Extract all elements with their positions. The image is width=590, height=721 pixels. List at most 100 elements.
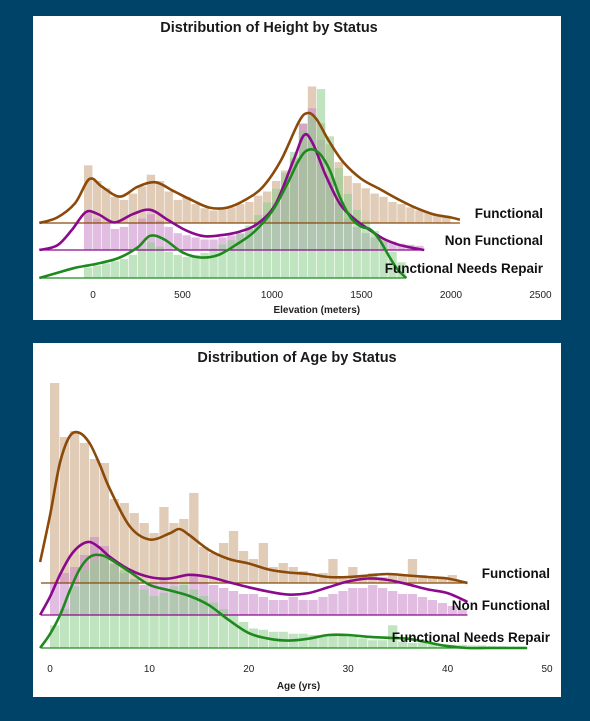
- histogram-bar: [318, 573, 328, 583]
- histogram-bar: [298, 571, 308, 583]
- histogram-bar: [209, 602, 219, 648]
- histogram-bar: [258, 597, 268, 615]
- histogram-bar: [397, 204, 406, 223]
- histogram-bar: [338, 577, 348, 583]
- histogram-bar: [236, 233, 245, 278]
- histogram-bar: [268, 600, 278, 615]
- histogram-bar: [437, 603, 447, 615]
- x-tick-label: 50: [541, 664, 553, 675]
- kde-curve-functional-needs-repair: [38, 148, 408, 280]
- histogram-bar: [325, 136, 334, 279]
- histogram-bar: [238, 594, 249, 615]
- histogram-bar: [137, 218, 147, 250]
- histogram-bar: [368, 640, 378, 648]
- histogram-bar: [191, 254, 200, 278]
- histogram-bar: [328, 594, 338, 615]
- histogram-bar: [406, 207, 415, 224]
- histogram-bar: [427, 577, 437, 583]
- histogram-bar: [352, 183, 361, 223]
- x-tick-label: 2500: [529, 290, 552, 301]
- age-chart: Distribution of Age by Status Functional N…: [38, 350, 553, 692]
- histogram-bar: [227, 207, 236, 224]
- histogram-bar: [50, 582, 60, 615]
- histogram-bar: [109, 563, 119, 648]
- histogram-bar: [467, 645, 477, 648]
- histogram-bar: [236, 204, 245, 223]
- histogram-bar: [358, 588, 368, 615]
- series-label-functional: Functional: [482, 566, 550, 581]
- histogram-bar: [417, 597, 428, 615]
- histogram-functional: [50, 383, 467, 583]
- histogram-bar: [348, 567, 358, 583]
- histogram-bar: [407, 594, 418, 615]
- histogram-bar: [248, 628, 259, 648]
- histogram-bar: [155, 220, 165, 250]
- kde-curve-functional: [38, 111, 461, 225]
- histogram-bar: [155, 246, 165, 278]
- histogram-bar: [110, 196, 120, 224]
- histogram-bar: [358, 638, 368, 649]
- histogram-bar: [179, 519, 189, 583]
- histogram-bar: [238, 551, 249, 583]
- series-label-functional: Functional: [475, 206, 543, 221]
- histogram-bar: [308, 635, 318, 648]
- histogram-bar: [379, 196, 388, 224]
- histogram-bar: [99, 557, 109, 648]
- histogram-bar: [219, 609, 229, 648]
- x-tick-label: 1000: [261, 290, 284, 301]
- histogram-bar: [129, 579, 139, 649]
- histogram-bar: [164, 251, 173, 279]
- histogram-bar: [318, 635, 328, 648]
- histogram-bar: [119, 226, 129, 250]
- histogram-bar: [137, 248, 147, 278]
- histogram-bar: [119, 259, 129, 278]
- histogram-bar: [169, 523, 179, 583]
- histogram-bar: [169, 586, 179, 649]
- kde-curve-functional: [38, 430, 468, 585]
- kde-curve-functional-needs-repair: [39, 553, 528, 650]
- histogram-bar: [415, 210, 424, 223]
- histogram-bar: [318, 597, 328, 615]
- histogram-bar: [328, 635, 338, 648]
- histogram-bar: [388, 573, 398, 583]
- histogram-bar: [268, 567, 278, 583]
- histogram-bar: [102, 223, 111, 251]
- histogram-bar: [437, 579, 447, 583]
- histogram-bar: [149, 533, 159, 583]
- histogram-bar: [308, 575, 318, 583]
- histogram-bar: [397, 262, 406, 279]
- histogram-bar: [245, 202, 254, 223]
- histogram-bar: [248, 559, 259, 583]
- histogram-bar: [343, 194, 352, 278]
- histogram-bar: [110, 229, 120, 250]
- histogram-bar: [93, 181, 102, 223]
- histogram-bar: [128, 193, 138, 223]
- histogram-bar: [388, 241, 397, 250]
- histogram-bar: [182, 257, 191, 278]
- histogram-bar: [119, 199, 129, 223]
- histogram-bar: [199, 596, 209, 648]
- x-tick-label: 20: [243, 664, 255, 675]
- histogram-bar: [433, 214, 442, 223]
- x-tick-label: 1500: [350, 290, 373, 301]
- histogram-bar: [328, 559, 338, 583]
- histogram-bar: [407, 559, 418, 583]
- x-tick-label: 0: [47, 664, 53, 675]
- histogram-bar: [368, 585, 378, 615]
- histogram-bar: [89, 459, 100, 583]
- chart-title: Distribution of Height by Status: [160, 20, 378, 36]
- x-tick-label: 500: [174, 290, 191, 301]
- x-axis-label: Age (yrs): [277, 681, 320, 692]
- histogram-bar: [209, 553, 219, 583]
- histogram-bar: [159, 592, 169, 649]
- histogram-bar: [289, 152, 299, 278]
- histogram-bar: [146, 242, 156, 278]
- histogram-bar: [209, 239, 218, 250]
- histogram-functional-needs-repair: [50, 557, 527, 649]
- histogram-bar: [281, 173, 290, 278]
- height-chart: Distribution of Height by Status Function…: [38, 20, 552, 316]
- histogram-bar: [149, 596, 159, 648]
- histogram-bar: [338, 591, 348, 615]
- histogram-bar: [228, 531, 239, 583]
- histogram-bar: [50, 625, 60, 649]
